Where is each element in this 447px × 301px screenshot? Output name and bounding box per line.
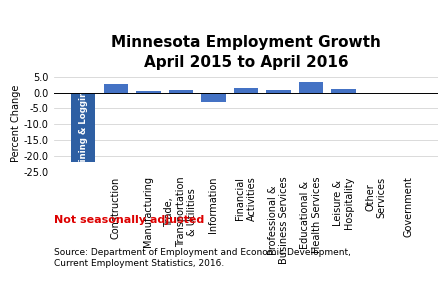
Bar [104, 84, 128, 93]
Bar [71, 93, 96, 162]
Title: Minnesota Employment Growth
April 2015 to April 2016: Minnesota Employment Growth April 2015 t… [111, 35, 381, 70]
Y-axis label: Percent Change: Percent Change [11, 85, 21, 162]
Text: Mining & Logging: Mining & Logging [79, 85, 88, 170]
Text: Not seasonally adjusted: Not seasonally adjusted [54, 215, 204, 225]
Bar [331, 89, 355, 93]
Bar [136, 91, 160, 93]
Bar [266, 90, 291, 93]
Bar [201, 93, 226, 102]
Text: Source: Department of Employment and Economic Development,
Current Employment St: Source: Department of Employment and Eco… [54, 248, 350, 268]
Bar [169, 90, 193, 93]
Bar [299, 82, 323, 93]
Bar [234, 88, 258, 93]
